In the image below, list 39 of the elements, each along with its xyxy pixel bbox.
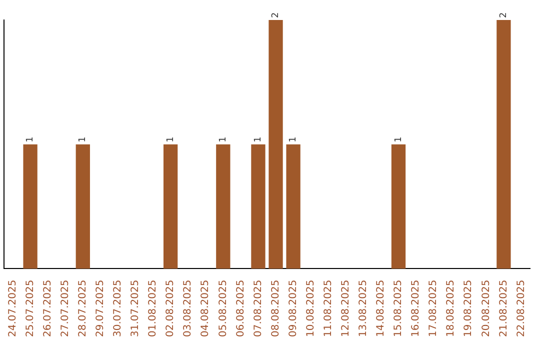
data-label: 2 — [499, 12, 510, 18]
x-tick-label: 04.08.2025 — [200, 280, 212, 338]
x-tick-label: 30.07.2025 — [112, 280, 124, 338]
x-tick-label: 11.08.2025 — [322, 280, 334, 338]
data-label: 1 — [218, 136, 229, 142]
x-tick-label: 16.08.2025 — [410, 280, 422, 338]
data-label: 1 — [166, 136, 176, 142]
x-tick-label: 05.08.2025 — [218, 280, 229, 338]
x-tick-label: 29.07.2025 — [95, 280, 106, 338]
x-tick-label: 17.08.2025 — [428, 280, 440, 338]
x-tick-label: 25.07.2025 — [24, 280, 36, 338]
x-tick-label: 07.08.2025 — [252, 280, 264, 338]
data-label: 1 — [394, 136, 404, 142]
x-tick-label: 10.08.2025 — [305, 280, 316, 338]
x-tick-label: 18.08.2025 — [446, 280, 457, 338]
x-tick-label: 03.08.2025 — [182, 280, 194, 338]
x-tick-label: 28.07.2025 — [77, 280, 88, 338]
x-tick-label: 19.08.2025 — [463, 280, 474, 338]
data-label: 1 — [26, 136, 36, 142]
x-tick-label: 21.08.2025 — [498, 280, 510, 338]
x-tick-label: 31.07.2025 — [130, 280, 142, 338]
x-tick-label: 08.08.2025 — [270, 280, 282, 338]
x-tick-label: 09.08.2025 — [288, 280, 299, 338]
x-tick-label: 15.08.2025 — [393, 280, 404, 338]
x-tick-label: 13.08.2025 — [358, 280, 370, 338]
x-tick-label: 26.07.2025 — [42, 280, 54, 338]
x-tick-label: 20.08.2025 — [480, 280, 492, 338]
x-tick-label: 12.08.2025 — [340, 280, 352, 338]
x-tick-label: 01.08.2025 — [148, 280, 159, 338]
data-label: 1 — [78, 136, 88, 142]
data-label: 2 — [271, 12, 282, 18]
x-tick-label: 02.08.2025 — [165, 280, 176, 338]
data-label: 1 — [254, 136, 264, 142]
x-tick-label: 27.07.2025 — [60, 280, 71, 338]
x-tick-label: 24.07.2025 — [7, 280, 18, 338]
x-tick-label: 14.08.2025 — [376, 280, 387, 338]
data-label: 1 — [288, 136, 299, 142]
x-tick-label: 22.08.2025 — [516, 280, 527, 338]
x-tick-label: 06.08.2025 — [235, 280, 246, 338]
